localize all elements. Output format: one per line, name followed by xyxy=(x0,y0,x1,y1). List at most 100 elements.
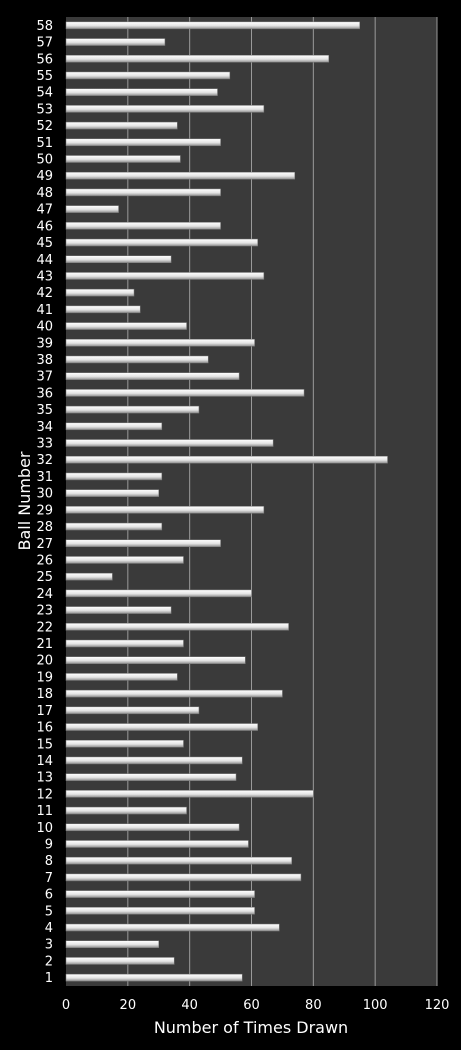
y-tick-label: 13 xyxy=(36,771,53,786)
x-tick-label: 40 xyxy=(181,998,198,1013)
y-tick-label: 50 xyxy=(36,153,53,168)
y-tick-label: 39 xyxy=(36,336,53,351)
bar xyxy=(65,957,175,965)
bar xyxy=(65,673,178,681)
x-tick-label: 60 xyxy=(243,998,260,1013)
bar xyxy=(65,806,187,815)
y-tick-label: 54 xyxy=(36,86,53,101)
bar xyxy=(65,740,184,748)
y-tick-label: 1 xyxy=(45,971,53,986)
y-tick-label: 14 xyxy=(36,754,53,769)
y-tick-label: 44 xyxy=(36,253,53,268)
y-tick-label: 17 xyxy=(36,704,53,719)
bar xyxy=(65,723,258,731)
y-tick-label: 49 xyxy=(36,169,53,184)
bar xyxy=(65,506,265,514)
y-tick-label: 38 xyxy=(36,353,53,368)
y-tick-label: 48 xyxy=(36,186,53,201)
bar xyxy=(65,840,249,848)
y-tick-label: 4 xyxy=(45,921,53,936)
bar xyxy=(65,88,218,96)
bar xyxy=(65,389,305,397)
y-tick-label: 26 xyxy=(36,553,53,568)
bar xyxy=(65,940,159,948)
y-tick-label: 35 xyxy=(36,403,53,418)
bar xyxy=(65,355,209,364)
y-tick-label: 27 xyxy=(36,537,53,552)
bar xyxy=(65,706,200,715)
bar xyxy=(65,455,388,464)
bar xyxy=(65,790,314,798)
x-tick-label: 20 xyxy=(120,998,137,1013)
y-tick-label: 46 xyxy=(36,219,53,234)
bar xyxy=(65,222,221,230)
bar xyxy=(65,773,237,781)
y-tick-label: 43 xyxy=(36,269,53,284)
bar xyxy=(65,38,166,46)
x-tick-label: 0 xyxy=(62,998,70,1013)
bar xyxy=(65,405,200,414)
y-tick-label: 55 xyxy=(36,69,53,84)
bar xyxy=(65,272,265,280)
bar xyxy=(65,539,221,548)
bar xyxy=(65,155,181,163)
y-tick-label: 56 xyxy=(36,52,53,67)
y-tick-label: 3 xyxy=(45,938,53,953)
y-tick-label: 21 xyxy=(36,637,53,652)
bar xyxy=(65,907,255,915)
x-tick-label: 120 xyxy=(425,998,450,1013)
y-tick-label: 11 xyxy=(36,804,53,819)
bar xyxy=(65,205,119,213)
y-tick-label: 10 xyxy=(36,821,53,836)
bar xyxy=(65,372,240,380)
bar xyxy=(65,322,187,330)
bar xyxy=(65,606,172,614)
x-tick-label: 100 xyxy=(363,998,388,1013)
x-tick-label: 80 xyxy=(305,998,322,1013)
y-tick-label: 40 xyxy=(36,320,53,335)
y-tick-label: 51 xyxy=(36,136,53,151)
y-axis-title: Ball Number xyxy=(15,451,34,550)
y-tick-label: 58 xyxy=(36,19,53,34)
y-tick-label: 19 xyxy=(36,670,53,685)
y-tick-label: 52 xyxy=(36,119,53,134)
y-tick-label: 53 xyxy=(36,102,53,117)
bar xyxy=(65,138,221,147)
y-tick-label: 25 xyxy=(36,570,53,585)
bar xyxy=(65,489,159,497)
y-tick-label: 6 xyxy=(45,888,53,903)
y-tick-label: 18 xyxy=(36,687,53,702)
bar xyxy=(65,556,184,564)
bar xyxy=(65,890,255,898)
bar xyxy=(65,656,246,664)
bar xyxy=(65,21,360,30)
bar xyxy=(65,305,141,314)
y-tick-label: 37 xyxy=(36,370,53,385)
y-tick-label: 16 xyxy=(36,721,53,736)
y-tick-label: 33 xyxy=(36,437,53,452)
y-tick-label: 42 xyxy=(36,286,53,301)
y-tick-label: 20 xyxy=(36,654,53,669)
y-tick-label: 28 xyxy=(36,520,53,535)
bar xyxy=(65,71,231,80)
y-tick-label: 41 xyxy=(36,303,53,318)
y-tick-label: 2 xyxy=(45,954,53,969)
bar xyxy=(65,238,258,247)
bar xyxy=(65,973,243,982)
y-tick-label: 30 xyxy=(36,487,53,502)
y-tick-label: 22 xyxy=(36,620,53,635)
bar xyxy=(65,439,274,447)
y-tick-label: 24 xyxy=(36,587,53,602)
bar xyxy=(65,255,172,263)
y-tick-label: 9 xyxy=(45,837,53,852)
bar xyxy=(65,689,283,698)
bar xyxy=(65,639,184,648)
bar xyxy=(65,55,330,63)
bar xyxy=(65,873,302,882)
bar xyxy=(65,422,163,431)
x-axis-title: Number of Times Drawn xyxy=(154,1018,348,1037)
bar xyxy=(65,121,178,130)
bar xyxy=(65,623,289,631)
y-tick-label: 12 xyxy=(36,787,53,802)
